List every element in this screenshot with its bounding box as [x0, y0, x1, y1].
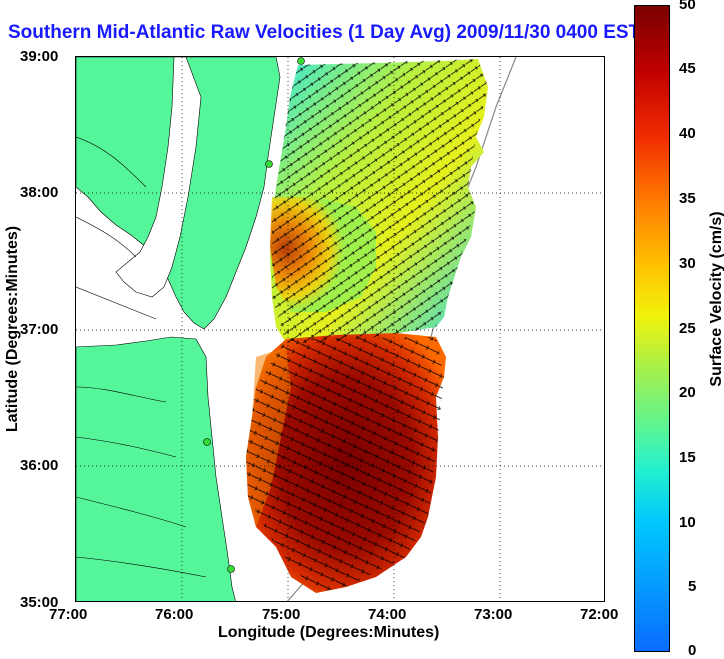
colorbar-tick: 45 — [679, 60, 696, 77]
map-plot-area — [75, 56, 605, 602]
x-tick-label: 76:00 — [155, 606, 194, 623]
colorbar-tick: 0 — [688, 642, 697, 659]
x-axis-label: Longitude (Degrees:Minutes) — [218, 624, 440, 641]
y-tick-label: 38:00 — [20, 184, 59, 201]
y-tick-label: 35:00 — [20, 594, 59, 611]
y-tick-label: 36:00 — [20, 457, 59, 474]
x-tick-label: 74:00 — [368, 606, 407, 623]
colorbar-tick: 15 — [679, 449, 696, 466]
y-axis-label: Latitude (Degrees:Minutes) — [4, 225, 21, 433]
colorbar-tick: 10 — [679, 514, 696, 531]
x-tick-label: 77:00 — [49, 606, 88, 623]
map-title: Southern Mid-Atlantic Raw Velocities (1 … — [8, 22, 641, 43]
chesapeake-bay — [115, 57, 202, 298]
y-tick-label: 37:00 — [20, 321, 59, 338]
station-marker — [203, 438, 211, 446]
colorbar-tick: 20 — [679, 384, 696, 401]
coastline-detail — [76, 136, 207, 578]
x-tick-label: 73:00 — [474, 606, 513, 623]
x-tick-label: 72:00 — [580, 606, 619, 623]
colorbar-label: Surface Velocity (cm/s) — [708, 211, 724, 387]
station-marker — [265, 160, 273, 168]
colorbar-tick: 35 — [679, 190, 696, 207]
colorbar-tick: 5 — [688, 578, 697, 595]
map-grid — [76, 57, 604, 601]
station-marker — [297, 57, 305, 65]
y-tick-label: 39:00 — [20, 48, 59, 65]
velocity-arrows-south — [246, 337, 444, 593]
land-mass-south — [76, 336, 236, 601]
colorbar-tick: 30 — [679, 255, 696, 272]
colorbar-tick: 25 — [679, 320, 696, 337]
colorbar-tick: 40 — [679, 125, 696, 142]
velocity-arrows-north — [272, 59, 488, 343]
colorbar-tick: 50 — [679, 0, 696, 13]
colorbar — [634, 5, 670, 652]
x-tick-label: 75:00 — [262, 606, 301, 623]
map-canvas — [76, 57, 604, 601]
station-marker — [227, 565, 235, 573]
